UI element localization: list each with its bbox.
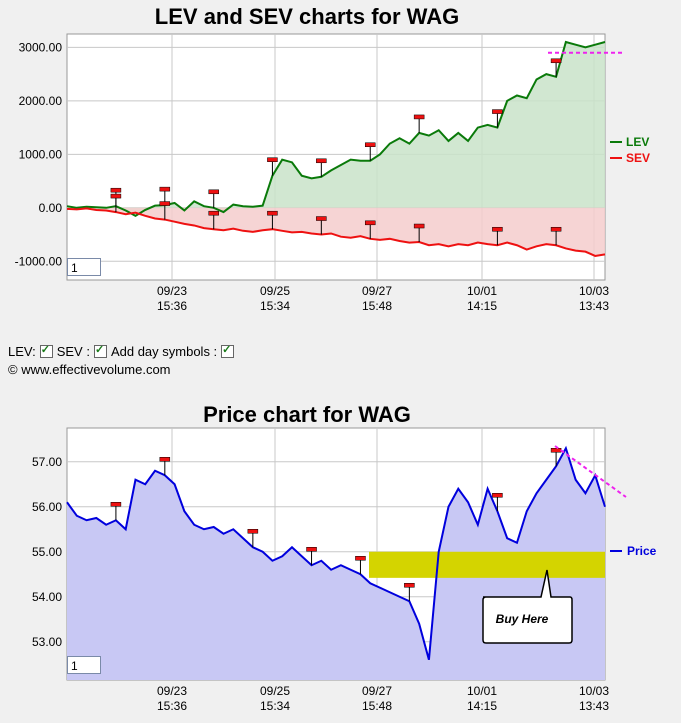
lev-toggle-label: LEV: bbox=[8, 344, 36, 359]
day-marker-flag bbox=[413, 223, 425, 229]
chart2-legend: Price bbox=[610, 544, 657, 558]
day-marker-flag bbox=[492, 109, 503, 114]
day-marker-flag bbox=[364, 142, 376, 147]
day-marker-flag bbox=[110, 187, 122, 193]
day-marker-flag bbox=[364, 220, 376, 226]
chart2-title: Price chart for WAG bbox=[203, 402, 411, 427]
day-marker-flag bbox=[306, 547, 317, 552]
x-tick-time: 14:15 bbox=[467, 299, 497, 313]
x-tick-time: 15:34 bbox=[260, 699, 290, 713]
x-tick-date: 10/01 bbox=[467, 684, 497, 698]
day-marker-flag bbox=[208, 189, 219, 195]
day-marker-flag bbox=[159, 201, 171, 206]
chart1-legend: LEV SEV bbox=[610, 135, 650, 165]
day-marker-flag bbox=[159, 457, 171, 462]
price-chart: Price chart for WAG 57.00 56.00 55.00 54.00… bbox=[32, 402, 657, 713]
legend-sev-label: SEV bbox=[626, 151, 650, 165]
x-tick-time: 15:48 bbox=[362, 299, 392, 313]
series-line-lev bbox=[66, 40, 606, 217]
chart2-zoom-input[interactable]: 1 bbox=[67, 656, 101, 674]
day-marker-flag bbox=[159, 186, 171, 192]
x-tick-time: 13:43 bbox=[579, 699, 609, 713]
lev-checkbox[interactable] bbox=[39, 343, 53, 358]
x-tick-date: 09/23 bbox=[157, 684, 187, 698]
callout-box bbox=[482, 569, 573, 644]
day-marker-flag bbox=[404, 583, 415, 588]
day-symbols-label: Add day symbols : bbox=[110, 344, 218, 359]
price-trend-line bbox=[554, 445, 627, 498]
sev-checkbox[interactable] bbox=[93, 343, 107, 358]
day-marker-flag bbox=[110, 193, 122, 199]
day-marker-flag bbox=[267, 157, 278, 162]
y-tick-label: 53.00 bbox=[32, 635, 62, 649]
day-marker-flag bbox=[208, 210, 219, 216]
x-tick-date: 10/01 bbox=[467, 284, 497, 298]
day-marker-flag bbox=[247, 529, 259, 534]
chart1-title: LEV and SEV charts for WAG bbox=[155, 4, 459, 29]
day-marker-flag bbox=[316, 216, 327, 221]
y-tick-label: 3000.00 bbox=[19, 40, 63, 54]
day-marker-flag bbox=[550, 58, 562, 64]
y-tick-label: 2000.00 bbox=[19, 94, 63, 108]
day-marker-flag bbox=[110, 502, 122, 507]
x-tick-date: 10/03 bbox=[579, 284, 609, 298]
price-line bbox=[66, 445, 606, 661]
x-tick-time: 15:36 bbox=[157, 299, 187, 313]
chart-controls: LEV: SEV : Add day symbols : bbox=[8, 343, 235, 359]
x-tick-date: 09/25 bbox=[260, 284, 290, 298]
sev-toggle-label: SEV : bbox=[56, 344, 90, 359]
day-symbols-checkbox[interactable] bbox=[221, 343, 235, 358]
day-marker-flag bbox=[492, 226, 503, 232]
x-tick-time: 14:15 bbox=[467, 699, 497, 713]
chart1-zoom-input[interactable]: 1 bbox=[67, 258, 101, 276]
y-tick-label: 0.00 bbox=[39, 201, 63, 215]
day-marker-flag bbox=[550, 448, 562, 453]
y-tick-label: 56.00 bbox=[32, 500, 62, 514]
x-tick-date: 09/25 bbox=[260, 684, 290, 698]
legend-lev-label: LEV bbox=[626, 135, 649, 149]
x-tick-date: 09/23 bbox=[157, 284, 187, 298]
day-marker-flag bbox=[550, 226, 562, 232]
callout-text: Buy Here bbox=[496, 612, 549, 626]
x-tick-time: 13:43 bbox=[579, 299, 609, 313]
y-tick-label: 57.00 bbox=[32, 455, 62, 469]
y-tick-label: 54.00 bbox=[32, 590, 62, 604]
price-fill bbox=[67, 448, 605, 680]
day-marker-flag bbox=[492, 493, 503, 498]
day-marker-flag bbox=[355, 556, 366, 561]
x-tick-time: 15:36 bbox=[157, 699, 187, 713]
copyright-text: © www.effectivevolume.com bbox=[8, 362, 171, 377]
x-tick-time: 15:34 bbox=[260, 299, 290, 313]
buy-zone bbox=[369, 551, 605, 578]
x-tick-time: 15:48 bbox=[362, 699, 392, 713]
legend-price-label: Price bbox=[627, 544, 657, 558]
x-tick-date: 09/27 bbox=[362, 684, 392, 698]
lev-sev-chart: LEV and SEV charts for WAG 3000.00 2000.0… bbox=[15, 4, 650, 313]
x-tick-date: 10/03 bbox=[579, 684, 609, 698]
buy-here-callout: Buy Here bbox=[482, 569, 573, 644]
y-tick-label: 55.00 bbox=[32, 545, 62, 559]
day-marker-flag bbox=[267, 210, 278, 216]
day-marker-flag bbox=[316, 158, 327, 164]
y-tick-label: -1000.00 bbox=[15, 254, 63, 268]
x-tick-date: 09/27 bbox=[362, 284, 392, 298]
day-marker-flag bbox=[413, 114, 425, 120]
series-line-sev bbox=[66, 207, 606, 257]
series-fill-lev bbox=[67, 42, 605, 216]
y-tick-label: 1000.00 bbox=[19, 147, 63, 161]
